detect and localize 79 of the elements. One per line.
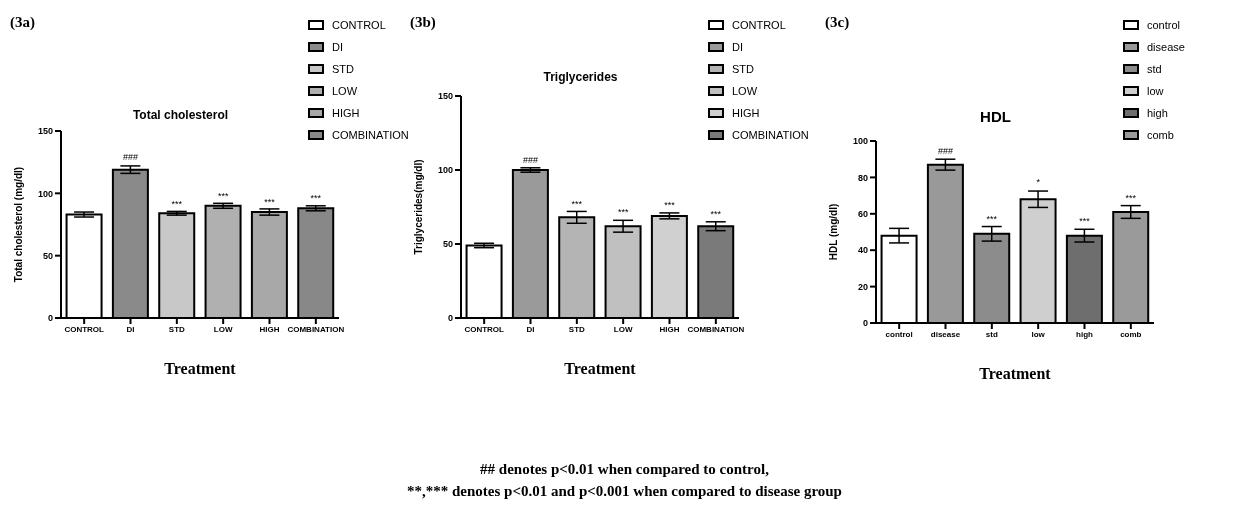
x-tick-label: HIGH <box>659 324 680 334</box>
y-tick-label: 0 <box>447 313 453 324</box>
legend-label: CONTROL <box>732 19 786 31</box>
x-tick-label: DI <box>526 324 535 334</box>
legend-label: LOW <box>732 85 758 97</box>
annotation: ### <box>937 146 954 157</box>
x-axis-title: Treatment <box>979 365 1052 382</box>
y-tick-label: 150 <box>437 91 453 102</box>
legend-label: LOW <box>332 85 358 97</box>
y-tick-label: 150 <box>37 126 53 137</box>
y-axis-title: HDL (mg/dl) <box>827 203 839 261</box>
y-axis-title: Triglycerides(mg/dl) <box>412 159 424 255</box>
annotation: *** <box>571 199 583 210</box>
y-tick-label: 80 <box>857 172 868 183</box>
legend-label: COMBINATION <box>332 129 409 141</box>
y-tick-label: 0 <box>862 318 868 329</box>
annotation: *** <box>217 190 229 201</box>
y-tick-label: 100 <box>852 136 868 147</box>
x-tick-label: LOW <box>613 324 633 334</box>
annotation: *** <box>264 196 276 207</box>
y-tick-label: 20 <box>857 281 868 292</box>
annotation: *** <box>1079 216 1091 227</box>
x-axis-title: Treatment <box>564 360 637 377</box>
x-tick-label: HIGH <box>259 324 280 334</box>
x-tick-label: high <box>1076 329 1094 339</box>
y-tick-label: 50 <box>42 250 53 261</box>
annotation: *** <box>617 206 629 217</box>
x-tick-label: CONTROL <box>464 324 505 334</box>
annotation: *** <box>1125 192 1137 203</box>
y-tick-label: 50 <box>442 239 453 250</box>
legend-label: high <box>1147 107 1168 119</box>
legend-label: HIGH <box>732 107 760 119</box>
legend-label: disease <box>1147 41 1185 53</box>
annotation: *** <box>664 199 676 210</box>
y-tick-label: 100 <box>437 165 453 176</box>
annotation: * <box>1036 177 1041 188</box>
text: **,*** denotes p<0.01 and p<0.001 when compared to disease group <box>406 482 843 501</box>
chart-subtitle: (3b) <box>410 14 436 31</box>
chart-subtitle: (3a) <box>10 14 35 31</box>
legend-label: STD <box>732 63 754 75</box>
legend-label: HIGH <box>332 107 360 119</box>
legend-label: CONTROL <box>332 19 386 31</box>
legend-label: DI <box>732 41 743 53</box>
x-tick-label: COMBINATION <box>687 324 745 334</box>
chart-title: Total cholesterol <box>132 108 229 122</box>
x-tick-label: disease <box>930 329 961 339</box>
text: ## denotes p<0.01 when compared to control, <box>479 460 770 479</box>
y-tick-label: 0 <box>47 313 53 324</box>
legend-label: control <box>1147 19 1181 31</box>
x-tick-label: low <box>1031 329 1046 339</box>
y-tick-label: 40 <box>857 245 868 256</box>
x-tick-label: control <box>885 329 913 339</box>
x-tick-label: comb <box>1120 329 1142 339</box>
legend-label: std <box>1147 63 1162 75</box>
legend-label: COMBINATION <box>732 129 809 141</box>
annotation: *** <box>171 199 183 210</box>
x-tick-label: STD <box>168 324 186 334</box>
chart-subtitle: (3c) <box>825 14 850 31</box>
x-tick-label: LOW <box>213 324 233 334</box>
legend-label: comb <box>1147 129 1174 141</box>
x-tick-label: std <box>985 329 998 339</box>
x-tick-label: STD <box>568 324 586 334</box>
annotation: *** <box>986 213 998 224</box>
annotation: ### <box>522 154 539 165</box>
y-tick-label: 60 <box>857 208 868 219</box>
legend-label: DI <box>332 41 343 53</box>
annotation: *** <box>310 192 322 203</box>
x-tick-label: COMBINATION <box>287 324 345 334</box>
x-tick-label: CONTROL <box>64 324 105 334</box>
legend-label: low <box>1147 85 1164 97</box>
chart-title: HDL <box>980 108 1011 125</box>
y-axis-title: Total cholesterol (mg/dl) <box>12 166 24 283</box>
annotation: *** <box>710 208 722 219</box>
chart-title: Triglycerides <box>543 70 618 84</box>
annotation: ### <box>122 152 139 163</box>
y-tick-label: 100 <box>37 188 53 199</box>
x-tick-label: DI <box>126 324 135 334</box>
x-axis-title: Treatment <box>164 360 237 377</box>
legend-label: STD <box>332 63 354 75</box>
